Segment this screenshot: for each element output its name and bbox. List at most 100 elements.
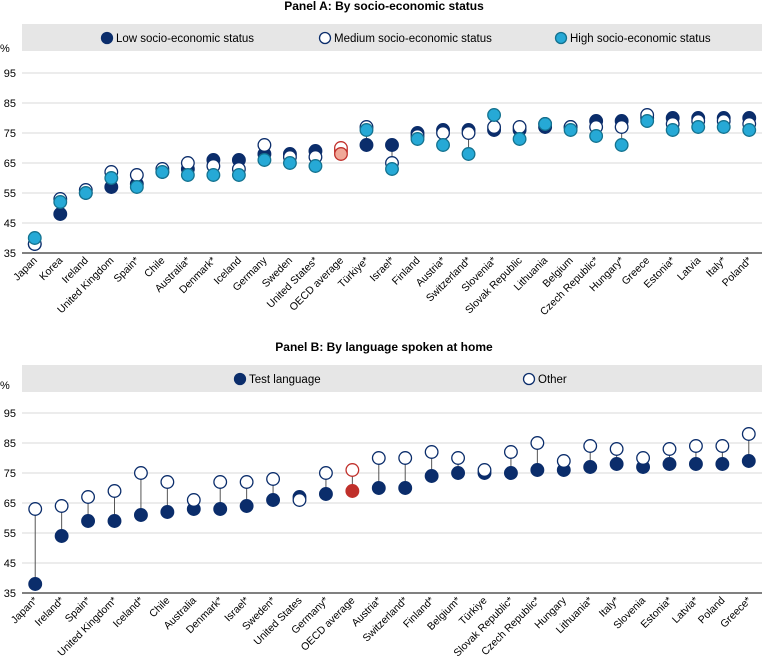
panel-a-point-medium (512, 120, 527, 134)
panel-a-legend-marker-low (100, 31, 114, 45)
panel-b-point-other (239, 475, 254, 489)
panel-b-point-other (371, 451, 386, 465)
panel-b-ytick-label: 45 (4, 558, 16, 570)
panel-a-point-high (512, 132, 527, 146)
panel-a-ylabel: % (0, 43, 10, 55)
panel-a-point-high (155, 165, 170, 179)
panel-a-point-high (461, 147, 476, 161)
panel-a-category-label: Latvia (675, 255, 703, 283)
panel-b-point-test (688, 457, 703, 471)
panel-a-point-high (206, 168, 221, 182)
panel-b-point-other (81, 490, 96, 504)
panel-a-ytick-label: 95 (4, 68, 16, 80)
panel-b-point-test (371, 481, 386, 495)
panel-b-point-test (160, 505, 175, 519)
panel-b-category-label: Ireland* (33, 595, 67, 629)
panel-b-ytick-label: 85 (4, 438, 16, 450)
panel-a-legend-label-low: Low socio-economic status (116, 33, 254, 45)
panel-b-point-other (556, 454, 571, 468)
panel-b-point-test (609, 457, 624, 471)
panel-b-point-other (503, 445, 518, 459)
panel-a-legend-marker-medium (318, 31, 332, 45)
panel-b-point-test (345, 484, 360, 498)
panel-a-legend-marker-high (554, 31, 568, 45)
panel-a-ytick-label: 75 (4, 128, 16, 140)
panel-b-point-other (186, 493, 201, 507)
panel-b-point-other (477, 463, 492, 477)
panel-b-legend-marker-test (233, 372, 247, 386)
panel-a-ytick-label: 85 (4, 98, 16, 110)
panel-b-point-other (213, 475, 228, 489)
panel-a-point-high (410, 132, 425, 146)
panel-b-point-other (688, 439, 703, 453)
panel-a-point-high (334, 147, 348, 161)
panel-b-ytick-label: 75 (4, 468, 16, 480)
panel-b-point-test (398, 481, 413, 495)
panel-b-point-other (741, 427, 756, 441)
panel-a-point-low (53, 207, 68, 221)
panel-b-point-other (715, 439, 730, 453)
panel-a-ytick-label: 65 (4, 158, 16, 170)
panel-a-point-high (487, 108, 502, 122)
panel-b-point-test (133, 508, 148, 522)
panel-a-point-high (563, 123, 578, 137)
panel-b-point-test (451, 466, 466, 480)
panel-b-point-other (451, 451, 466, 465)
panel-a-point-high (129, 180, 144, 194)
panel-b-title: Panel B: By language spoken at home (275, 340, 493, 354)
panel-b-point-test (213, 502, 228, 516)
panel-a-point-high (27, 231, 42, 245)
panel-a-point-high (614, 138, 629, 152)
panel-a-point-high (640, 114, 655, 128)
panel-b-ytick-label: 35 (4, 588, 16, 600)
panel-b-legend-box (22, 365, 762, 392)
panel-b-point-test (583, 460, 598, 474)
panel-b-legend-marker-other (522, 372, 536, 386)
panel-b-ytick-label: 65 (4, 498, 16, 510)
panel-a-point-high (589, 129, 604, 143)
panel-a-point-high (282, 156, 297, 170)
panel-b-point-test (715, 457, 730, 471)
panel-a-ytick-label: 35 (4, 248, 16, 260)
panel-a-point-medium (129, 168, 144, 182)
panel-a-point-high (180, 168, 195, 182)
panel-b-point-other (583, 439, 598, 453)
panel-a-point-low (385, 138, 399, 152)
panel-a-point-high (538, 117, 553, 131)
panel-a-point-high (385, 162, 399, 176)
panel-b-point-test (662, 457, 677, 471)
panel-b-category-label: Latvia* (670, 595, 701, 626)
panel-b-point-test (530, 463, 545, 477)
panel-b-point-other (54, 499, 69, 513)
panel-a-point-low (359, 138, 374, 152)
panel-b-point-test (28, 577, 43, 591)
panel-a-point-high (78, 186, 93, 200)
panel-b-point-test (318, 487, 333, 501)
panel-b-point-test (503, 466, 518, 480)
panel-a-point-medium (461, 126, 476, 140)
panel-b-point-test (54, 529, 69, 543)
panel-b-point-other (398, 451, 413, 465)
panel-a-legend-label-medium: Medium socio-economic status (334, 33, 492, 45)
panel-b-point-test (424, 469, 439, 483)
panel-a-legend-box (22, 24, 762, 51)
panel-b-point-other (424, 445, 439, 459)
panel-a-legend-label-high: High socio-economic status (570, 33, 711, 45)
panel-b-point-test (81, 514, 96, 528)
panel-b-point-other (530, 436, 545, 450)
panel-b-legend-label-test: Test language (249, 374, 321, 386)
panel-b-ytick-label: 95 (4, 408, 16, 420)
panel-a-ytick-label: 55 (4, 188, 16, 200)
panel-a-point-high (231, 168, 246, 182)
panel-a-point-high (53, 195, 68, 209)
panel-b-point-other (292, 493, 307, 507)
panel-a-point-medium (614, 120, 629, 134)
panel-b-point-test (741, 454, 756, 468)
panel-b-point-other (609, 442, 624, 456)
panel-a-point-medium (180, 156, 195, 170)
panel-a-point-medium (487, 120, 502, 134)
panel-a-point-high (257, 153, 272, 167)
panel-b-point-other (28, 502, 43, 516)
